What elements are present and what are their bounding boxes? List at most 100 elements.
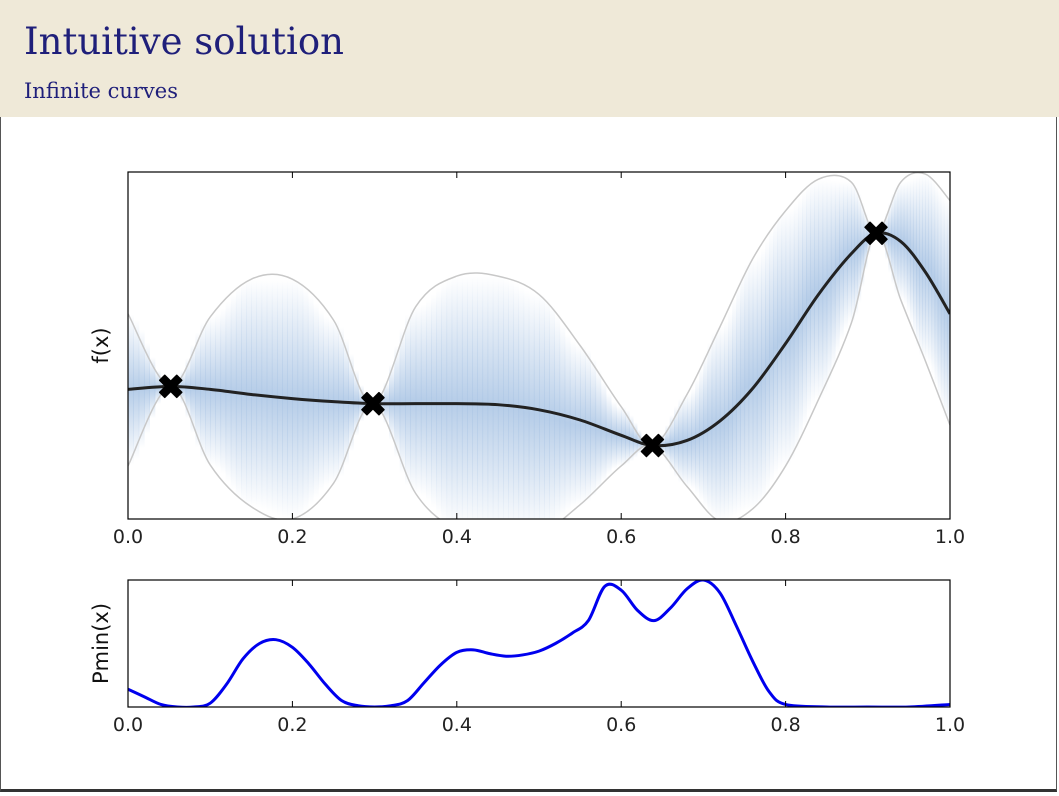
slide-title: Intuitive solution <box>24 20 344 63</box>
uncertainty-band-segment <box>431 294 437 508</box>
uncertainty-band-segment <box>569 341 576 508</box>
uncertainty-band-segment <box>446 278 453 519</box>
uncertainty-band-segment <box>665 424 671 462</box>
uncertainty-band-segment <box>482 276 489 519</box>
uncertainty-band-segment <box>678 398 684 483</box>
x-tick-label: 0.6 <box>606 526 636 548</box>
uncertainty-band-segment <box>777 214 783 470</box>
uncertainty-band-segment <box>765 239 770 492</box>
uncertainty-band-segment <box>744 264 750 510</box>
uncertainty-band-segment <box>261 279 268 510</box>
uncertainty-band-segment <box>539 294 545 519</box>
uncertainty-band-segment <box>399 328 406 474</box>
uncertainty-band-segment <box>477 276 484 519</box>
observation-point <box>864 221 888 245</box>
uncertainty-band-segment <box>769 230 774 484</box>
uncertainty-band-segment <box>251 279 258 507</box>
uncertainty-band-segment <box>590 359 597 497</box>
uncertainty-band-segment <box>518 287 525 519</box>
observation-point <box>361 391 385 416</box>
upper-envelope-line <box>128 172 950 447</box>
slide-header: Intuitive solution Infinite curves <box>0 0 1059 117</box>
uncertainty-band-segment <box>256 279 263 508</box>
uncertainty-band-segment <box>513 283 520 519</box>
pmin-plot-content <box>128 580 950 707</box>
uncertainty-band-segment <box>451 276 458 519</box>
pmin-plot: 0.0 0.2 0.4 0.6 0.8 1.0 Pmin(x) <box>89 579 965 736</box>
x-tick-label: 0.8 <box>770 526 800 548</box>
uncertainty-band-segment <box>906 180 911 314</box>
x-tick-label: 0.8 <box>770 714 800 736</box>
x-tick-label: 1.0 <box>935 714 965 736</box>
uncertainty-band-segment <box>854 186 859 316</box>
x-tick-label: 1.0 <box>935 526 965 548</box>
uncertainty-band-segment <box>200 322 206 459</box>
uncertainty-band-segment <box>797 198 803 440</box>
x-tick-label: 0.0 <box>113 714 143 736</box>
observation-point <box>158 374 183 399</box>
uncertainty-band-segment <box>564 334 571 512</box>
uncertainty-band-segment <box>405 314 411 486</box>
uncertainty-band-segment <box>806 186 811 415</box>
uncertainty-band-segment <box>860 202 865 287</box>
uncertainty-band-segment <box>723 321 729 519</box>
uncertainty-band-segment <box>472 276 478 519</box>
uncertainty-band-segment <box>773 221 778 476</box>
x-tick-label: 0.2 <box>277 526 307 548</box>
uncertainty-band-segment <box>922 174 926 361</box>
observation-point <box>640 433 665 458</box>
top-plot-content <box>128 172 950 519</box>
uncertainty-band-segment <box>839 181 844 341</box>
uncertainty-band-segment <box>425 299 432 502</box>
uncertainty-band-segment <box>605 393 612 475</box>
uncertainty-band-segment <box>205 317 211 465</box>
uncertainty-band-segment <box>928 176 933 367</box>
pmin-line <box>128 580 950 707</box>
uncertainty-band-segment <box>894 186 899 294</box>
uncertainty-band-segment <box>420 304 427 497</box>
uncertainty-band-segment <box>467 276 473 519</box>
uncertainty-band-segment <box>925 174 930 362</box>
uncertainty-band-segment <box>934 184 939 387</box>
uncertainty-band-segment <box>736 286 741 514</box>
y-axis-label: Pmin(x) <box>89 603 113 684</box>
uncertainty-band-segment <box>456 276 463 519</box>
uncertainty-band-segment <box>461 276 468 519</box>
uncertainty-band-segment <box>492 276 499 519</box>
x-tick-label: 0.0 <box>113 526 143 548</box>
uncertainty-band-segment <box>834 180 840 354</box>
uncertainty-band-segment <box>610 401 617 470</box>
uncertainty-band-segment <box>523 290 530 519</box>
uncertainty-band-segment <box>585 350 591 502</box>
uncertainty-band-segment <box>891 193 896 285</box>
uncertainty-band-segment <box>728 311 733 519</box>
uncertainty-band-segment <box>781 211 787 467</box>
uncertainty-band-segment <box>719 326 725 519</box>
uncertainty-band-segment <box>740 273 746 512</box>
slide-subtitle: Infinite curves <box>24 79 179 103</box>
uncertainty-band-segment <box>669 415 675 470</box>
uncertainty-band-segment <box>497 276 504 519</box>
x-tick-label: 0.4 <box>442 526 472 548</box>
uncertainty-band-segment <box>415 306 422 494</box>
uncertainty-band-segment <box>487 276 494 519</box>
uncertainty-band-segment <box>503 277 509 519</box>
mean-line <box>128 231 950 448</box>
uncertainty-band-segment <box>554 315 561 519</box>
plot-area-bottom <box>128 580 950 707</box>
x-tick-label: 0.6 <box>606 714 636 736</box>
uncertainty-band-segment <box>674 405 679 478</box>
lower-envelope-line <box>128 232 950 519</box>
uncertainty-band-segment <box>903 181 908 305</box>
uncertainty-band-segment <box>616 406 622 467</box>
uncertainty-band-segment <box>847 182 852 324</box>
uncertainty-band-segment <box>748 259 754 509</box>
plot-frame-bottom <box>127 579 951 708</box>
uncertainty-band-segment <box>802 191 807 427</box>
uncertainty-band-segment <box>410 307 417 493</box>
uncertainty-band-segment <box>436 288 442 515</box>
uncertainty-band-segment <box>857 193 862 304</box>
uncertainty-band-segment <box>441 282 448 519</box>
plot-frame-top <box>127 171 951 520</box>
